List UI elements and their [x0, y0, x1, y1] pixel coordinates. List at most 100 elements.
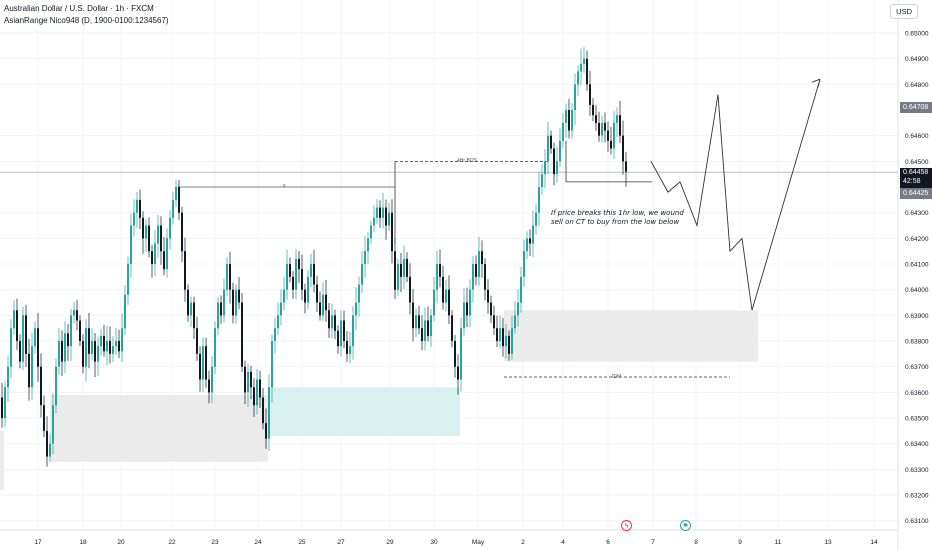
candle-body — [16, 310, 18, 342]
candle-body — [220, 302, 222, 316]
candle-body — [97, 346, 99, 362]
candle-body — [268, 387, 270, 439]
y-tick-label: 0.63500 — [905, 416, 929, 423]
candle-body — [187, 289, 189, 316]
candle-body — [19, 341, 21, 362]
candle-body — [583, 58, 585, 64]
candle-body — [418, 315, 420, 329]
candle-body — [532, 225, 534, 244]
candle-body — [46, 430, 48, 457]
candle-body — [259, 379, 261, 398]
candle-body — [154, 243, 156, 265]
idm-label: IDM — [612, 374, 622, 380]
candle-body — [325, 294, 327, 311]
x-tick-label: 9 — [738, 539, 742, 546]
candle-body — [352, 315, 354, 347]
candle-body — [274, 328, 276, 342]
currency-button[interactable]: USD — [890, 4, 918, 19]
x-tick-label: 14 — [870, 539, 878, 546]
candle-body — [64, 333, 66, 362]
candle-body — [538, 187, 540, 213]
indicator-label[interactable]: AsianRange Nico948 (D, 1900-0100:1234567… — [4, 16, 169, 25]
candle-body — [295, 258, 297, 290]
candle-body — [595, 115, 597, 123]
low-price-tag: 0.64425 — [900, 187, 932, 199]
candle-body — [604, 122, 606, 131]
candle-body — [523, 251, 525, 277]
candle-body — [346, 341, 348, 354]
x-tick-label: 25 — [298, 539, 306, 546]
trade-note: If price breaks this 1hr low, we wound s… — [551, 209, 684, 226]
candle-body — [439, 264, 441, 277]
candle-body — [100, 335, 102, 347]
x-tick-label: 18 — [79, 539, 87, 546]
candle-body — [427, 320, 429, 336]
candle-body — [301, 269, 303, 290]
candle-body — [142, 217, 144, 239]
x-tick-label: 20 — [117, 539, 125, 546]
candle-body — [619, 115, 621, 136]
candle-body — [13, 310, 15, 329]
candle-body — [376, 207, 378, 218]
candle-body — [226, 264, 228, 290]
x-tick-label: 7 — [651, 539, 655, 546]
y-tick-label: 0.64300 — [905, 210, 929, 217]
candle-body — [34, 328, 36, 347]
flag-icon[interactable]: ⚑ — [680, 520, 691, 531]
y-tick-label: 0.64200 — [905, 236, 929, 243]
candle-body — [265, 423, 267, 439]
candle-body — [460, 328, 462, 380]
candle-body — [163, 251, 165, 270]
candle-body — [88, 328, 90, 354]
candle-body — [430, 315, 432, 336]
candle-body — [397, 264, 399, 290]
candle-body — [211, 366, 213, 393]
candle-body — [214, 328, 216, 367]
candle-body — [223, 289, 225, 316]
candle-body — [361, 264, 363, 285]
candle-body — [541, 174, 543, 188]
x-tick-label: 22 — [168, 539, 176, 546]
candle-body — [322, 294, 324, 316]
candle-body — [229, 264, 231, 290]
candle-body — [160, 225, 162, 252]
x-label: x — [283, 183, 286, 189]
symbol-title[interactable]: Australian Dollar / U.S. Dollar · 1h · F… — [4, 4, 154, 13]
x-tick-label: 24 — [254, 539, 262, 546]
teal-demand-zone — [268, 387, 460, 437]
candle-body — [175, 187, 177, 200]
candle-body — [7, 366, 9, 388]
candle-body — [55, 366, 57, 406]
candle-body — [502, 328, 504, 347]
candle-body — [37, 328, 39, 367]
candle-body — [73, 310, 75, 316]
candle-body — [28, 353, 30, 388]
candle-body — [202, 346, 204, 380]
candle-body — [367, 238, 369, 252]
countdown-timer: 42:58 — [903, 178, 921, 186]
candle-body — [457, 366, 459, 380]
candle-body — [388, 212, 390, 226]
candle-body — [136, 199, 138, 213]
candle-body — [256, 379, 258, 406]
candle-body — [241, 302, 243, 367]
candle-body — [487, 289, 489, 303]
candle-body — [448, 289, 450, 316]
candle-body — [370, 225, 372, 239]
candle-body — [379, 207, 381, 218]
candle-body — [82, 341, 84, 367]
candle-body — [157, 225, 159, 244]
candle-body — [1, 397, 3, 419]
y-tick-label: 0.63400 — [905, 441, 929, 448]
candle-body — [469, 289, 471, 316]
candle-body — [454, 341, 456, 367]
y-tick-label: 0.65000 — [905, 31, 929, 38]
bos-label: 4Hr BOS — [457, 158, 478, 164]
candle-body — [442, 276, 444, 303]
y-tick-label: 0.63300 — [905, 467, 929, 474]
lightning-icon[interactable]: ϟ — [621, 520, 632, 531]
candle-body — [535, 212, 537, 226]
current-price-value: 0.64458 — [903, 169, 929, 177]
candle-body — [391, 212, 393, 252]
